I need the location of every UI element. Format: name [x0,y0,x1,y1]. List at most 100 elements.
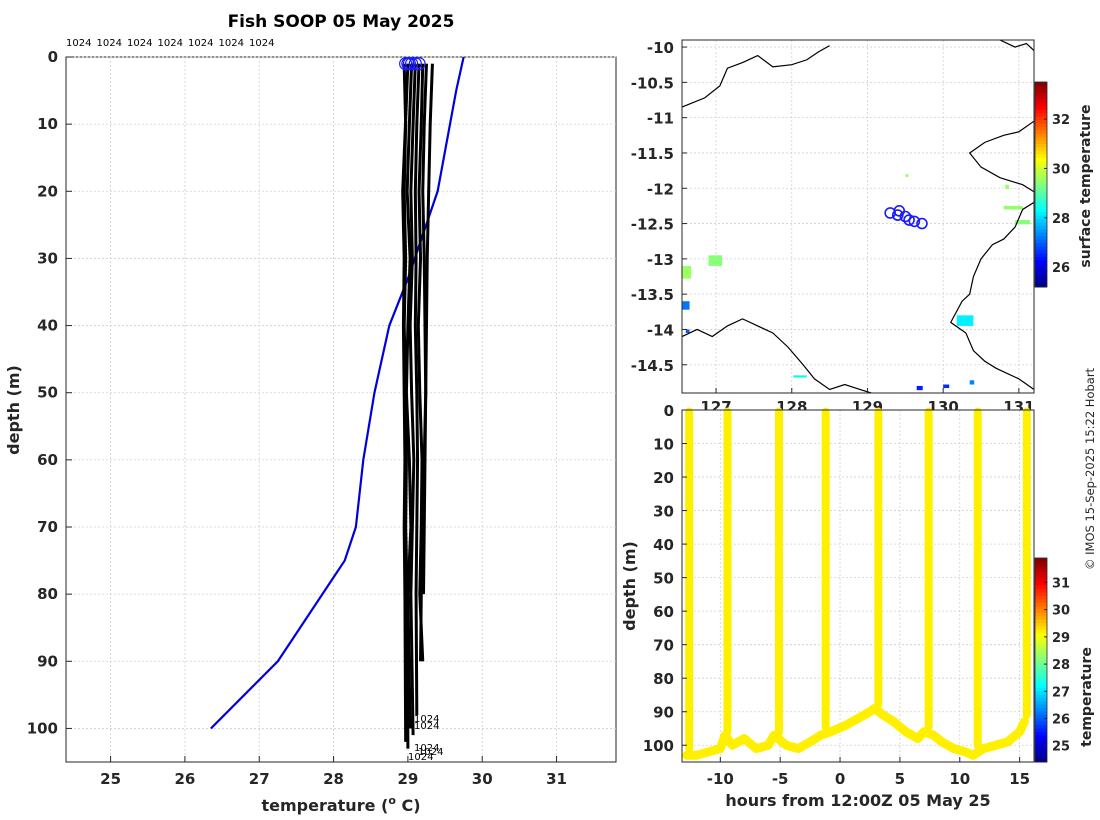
colorbar-segment [1035,167,1047,172]
sst-patch [1003,205,1023,210]
sst-patch [685,329,690,333]
colorbar-segment [1035,605,1047,610]
cast-id-label-top: 1024 [219,38,244,49]
cast-id-label-top: 1024 [188,38,213,49]
colorbar-segment [1035,228,1047,233]
colorbar-segment [1035,170,1047,175]
colorbar-segment [1035,564,1047,569]
colorbar-segment [1035,751,1047,756]
colorbar-segment [1035,602,1047,607]
profile-ytick-label: 50 [37,384,58,402]
colorbar-segment [1035,619,1047,624]
cast-id-label-top: 1024 [127,38,152,49]
cast-id-label-bottom: 1024 [408,752,433,763]
colorbar-tick-label: 32 [1052,113,1070,128]
profile-ytick-label: 20 [37,182,58,200]
colorbar-segment [1035,578,1047,583]
timeseries-ytick-label: 70 [653,637,674,655]
cast-id-label-bottom: 1024 [414,714,439,725]
map-ytick-label: -14 [647,321,674,339]
surface-marker [399,57,413,71]
profile-ytick-label: 30 [37,249,58,267]
colorbar-tick-label: 29 [1052,631,1070,646]
profile-ytick-label: 60 [37,451,58,469]
timeseries-xtick-label: -5 [772,770,789,788]
colorbar-segment [1035,105,1047,110]
colorbar-segment [1035,748,1047,753]
colorbar-segment [1035,656,1047,661]
timeseries-ytick-label: 30 [653,503,674,521]
profile-ticks: 25 26 27 28 29 30 31 0 10 20 30 40 50 60 70 80 90 100 [27,48,567,788]
colorbar-segment [1035,721,1047,726]
timeseries-ytick-label: 80 [653,670,674,688]
profile-ytick-label: 80 [37,585,58,603]
surface-marker [402,57,416,71]
colorbar-segment [1035,697,1047,702]
coastline [682,318,872,393]
map-ytick-label: -13.5 [631,286,674,304]
profile-lines [210,56,465,749]
colorbar-segment [1035,283,1047,288]
coastline [968,120,1034,193]
timeseries-ylabel: depth (m) [620,541,639,631]
colorbar-segment [1035,276,1047,281]
colorbar-segment [1035,690,1047,695]
map-ytick-label: -10 [647,39,674,57]
colorbar-segment [1035,246,1047,250]
colorbar-segment [1035,116,1047,121]
map-ytick-label: -11.5 [631,145,674,163]
colorbar-segment [1035,636,1047,641]
temperature-profile-line [413,63,421,716]
colorbar-segment [1035,177,1047,182]
sst-patch [1005,184,1010,189]
sst-patch [708,255,723,266]
colorbar-segment [1035,653,1047,658]
temperature-profile-line [408,63,417,736]
coastline [999,40,1034,52]
colorbar-segment [1035,266,1047,271]
colorbar-segment [1035,609,1047,613]
profile-ytick-label: 40 [37,317,58,335]
profile-xtick-label: 26 [174,770,195,788]
sst-patch [793,375,807,378]
timeseries-xtick-label: -10 [707,770,734,788]
colorbar-box [1034,557,1048,763]
sst-patch [682,265,692,279]
credit-text: © IMOS 15-Sep-2025 15:22 Hobart [1083,367,1097,570]
colorbar-segment [1035,639,1047,644]
colorbar-tick-label: 27 [1052,685,1070,700]
colorbar-segment [1035,704,1047,709]
sst-patch [682,301,690,310]
map-colorbar-label: surface temperature [1078,104,1094,267]
colorbar-segment [1035,731,1047,736]
cast-id-label-top: 1024 [158,38,183,49]
colorbar-segment [1035,252,1047,257]
colorbar-segment [1035,123,1047,127]
colorbar-segment [1035,85,1047,90]
map-grid [682,40,1034,393]
colorbar-tick-label: 30 [1052,604,1070,619]
colorbar-segment [1035,280,1047,285]
colorbar-segment [1035,615,1047,620]
profile-xtick-label: 31 [546,770,567,788]
map-axes-box [681,39,1035,394]
profile-panel: 25 26 27 28 29 30 31 0 10 20 30 40 50 60 70 80 90 100 102… [4,38,617,815]
colorbar-segment [1035,157,1047,162]
colorbar-segment [1035,129,1047,134]
timeseries-panel: -10 -5 0 5 10 15 0 10 20 30 40 50 60 70 80 90 100 25 26 27… [620,402,1095,810]
colorbar-segment [1035,225,1047,230]
colorbar-segment [1035,595,1047,600]
colorbar-segment [1035,232,1047,237]
map-vessel-positions [884,205,928,230]
colorbar-segment [1035,598,1047,603]
colorbar-segment [1035,666,1047,671]
surface-marker [408,57,422,71]
colorbar-segment [1035,95,1047,100]
colorbar-segment [1035,164,1047,168]
map-sst-patches [682,174,1031,391]
map-ytick-label: -12.5 [631,216,674,234]
colorbar-segment [1035,707,1047,712]
colorbar-segment [1035,201,1047,206]
vessel-position-marker [916,217,928,230]
